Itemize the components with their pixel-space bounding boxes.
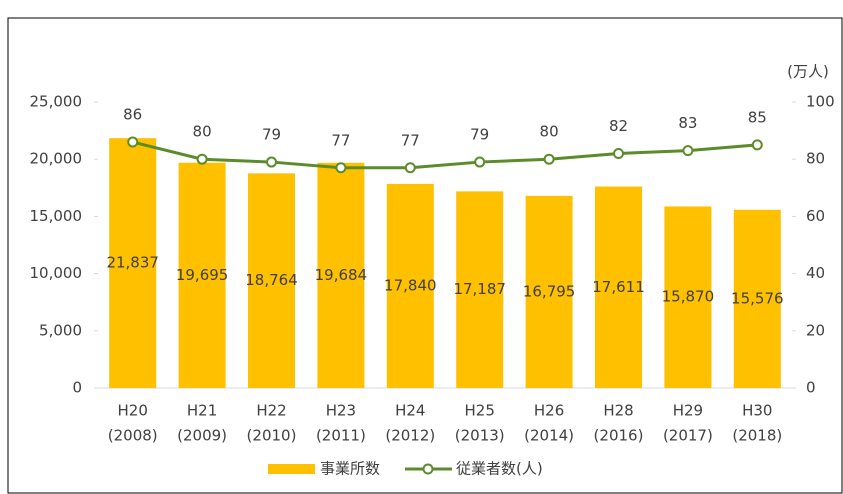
legend-swatch <box>268 464 315 474</box>
line-value-label: 77 <box>401 131 420 149</box>
bar <box>248 173 295 388</box>
line-value-label: 77 <box>331 131 350 149</box>
line <box>132 140 758 170</box>
y-tick-label: 25,000 <box>30 93 83 111</box>
y2-tick-label: 60 <box>806 207 825 225</box>
x-tick-label: (2010) <box>247 427 297 445</box>
y2-unit: (万人) <box>787 63 829 81</box>
line-marker <box>127 136 139 148</box>
bar-value-label: 17,187 <box>453 280 506 298</box>
x-tick-label: (2008) <box>108 427 158 445</box>
y2-tick-label: 40 <box>806 264 825 282</box>
bar-value-label: 17,611 <box>592 278 645 296</box>
x-tick-label: (2013) <box>455 427 505 445</box>
y-tick-label: 0 <box>72 379 82 397</box>
bar-value-label: 19,684 <box>315 266 368 284</box>
x-tick-label: H21 <box>187 402 217 420</box>
bar-value-label: 15,870 <box>662 288 715 306</box>
x-tick-label: H20 <box>118 402 148 420</box>
y2-tick-label: 20 <box>806 321 825 339</box>
line-value-label: 85 <box>748 108 767 126</box>
x-tick-label: H24 <box>395 402 425 420</box>
bar-value-label: 17,840 <box>384 276 437 294</box>
x-tick-label: (2009) <box>177 427 227 445</box>
line-marker <box>751 139 763 151</box>
line-marker <box>543 153 555 165</box>
line-value-label: 86 <box>123 106 142 124</box>
line-value-label: 83 <box>678 114 697 132</box>
x-tick-label: H29 <box>673 402 703 420</box>
line-marker <box>196 153 208 165</box>
line-marker <box>266 156 277 168</box>
y2-tick-label: 0 <box>806 379 816 397</box>
x-tick-label: (2012) <box>385 427 435 445</box>
bar-value-label: 18,764 <box>245 271 298 289</box>
legend-label: 事業所数 <box>320 460 380 478</box>
x-tick-label: H30 <box>742 402 772 420</box>
line-value-label: 79 <box>470 126 489 144</box>
x-tick-label: (2017) <box>663 427 713 445</box>
y-tick-label: 5,000 <box>39 321 82 339</box>
line-marker <box>404 162 416 174</box>
y-tick-label: 15,000 <box>30 207 83 225</box>
x-tick-label: H26 <box>534 402 564 420</box>
line-marker <box>613 147 624 159</box>
line-marker <box>335 162 347 174</box>
x-tick-label: (2016) <box>594 427 644 445</box>
y2-tick-label: 80 <box>806 150 825 168</box>
x-tick-label: (2018) <box>732 427 782 445</box>
bar-value-label: 16,795 <box>523 282 576 300</box>
line-value-label: 82 <box>609 117 628 135</box>
bar <box>525 195 573 388</box>
bar <box>595 186 642 388</box>
bar <box>386 183 434 388</box>
bar-value-label: 19,695 <box>176 266 229 284</box>
y-tick-label: 10,000 <box>30 264 83 282</box>
x-tick-label: H23 <box>326 402 356 420</box>
bar <box>456 191 504 388</box>
line-value-label: 80 <box>193 123 212 141</box>
x-tick-label: (2011) <box>316 427 366 445</box>
x-tick-label: H28 <box>603 402 633 420</box>
bar <box>317 162 365 388</box>
x-tick-label: (2014) <box>524 427 574 445</box>
legend-swatch <box>422 463 434 475</box>
line-marker <box>682 145 694 157</box>
y-tick-label: 20,000 <box>30 150 83 168</box>
line-value-label: 80 <box>540 123 559 141</box>
bar-value-label: 15,576 <box>731 289 784 307</box>
bar <box>109 138 157 388</box>
x-tick-label: H22 <box>256 402 286 420</box>
line-marker <box>474 156 486 168</box>
bar <box>178 162 226 388</box>
legend-label: 従業者数(人) <box>456 460 543 478</box>
line-value-label: 79 <box>262 126 281 144</box>
x-tick-label: H25 <box>465 402 495 420</box>
bar <box>733 209 781 388</box>
bar <box>664 206 712 388</box>
y2-tick-label: 100 <box>806 93 835 111</box>
bar-value-label: 21,837 <box>106 254 159 272</box>
